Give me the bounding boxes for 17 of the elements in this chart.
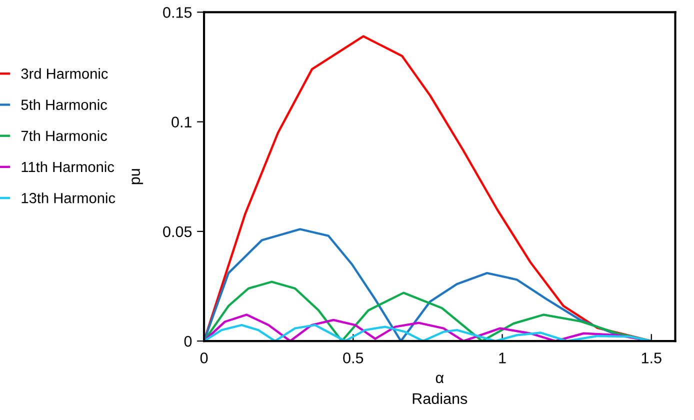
x-tick-label: 1.5 <box>642 352 662 364</box>
line-series <box>204 35 653 342</box>
legend-label: 13th Harmonic <box>22 192 116 204</box>
y-axis-title: pu <box>132 169 144 184</box>
x-axis-title: α Radians <box>412 374 468 404</box>
legend-label: 5th Harmonic <box>21 99 108 110</box>
legend-label: 11th Harmonic <box>22 161 114 172</box>
y-tick-label: 0.1 <box>172 116 192 128</box>
x-tick-label: 1 <box>499 352 506 364</box>
line-series <box>204 324 653 342</box>
y-tick-label: 0.05 <box>163 226 192 238</box>
x-tick-label: 0.5 <box>343 352 364 364</box>
y-tick-label: 0.15 <box>163 7 192 18</box>
legend-label: 7th Harmonic <box>21 130 108 142</box>
legend-label: 3rd Harmonic <box>21 68 108 79</box>
y-tick-label: 0 <box>184 336 192 347</box>
x-tick-label: 0 <box>200 352 208 364</box>
